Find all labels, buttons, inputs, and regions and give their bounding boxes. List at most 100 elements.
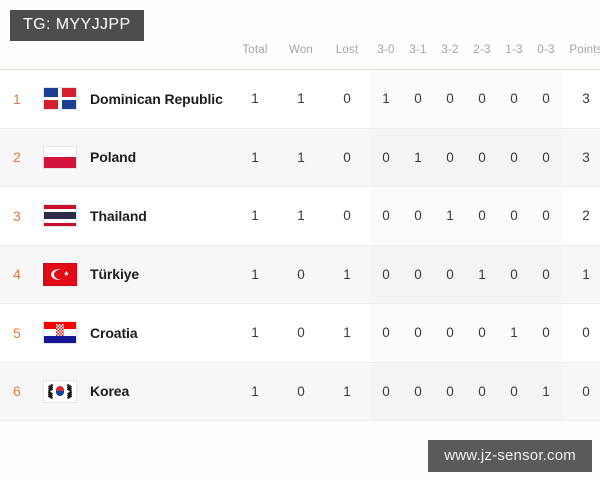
- row-flag: ★: [34, 245, 86, 304]
- column-header-points: Points: [562, 44, 600, 70]
- row-won: 1: [278, 69, 324, 129]
- row-set-3-0: 0: [370, 245, 402, 304]
- row-flag: [34, 362, 86, 421]
- row-won: 1: [278, 186, 324, 246]
- row-set-3-1: 0: [402, 245, 434, 304]
- row-set-3-2: 1: [434, 186, 466, 246]
- row-rank: 4: [0, 245, 34, 304]
- site-watermark: www.jz-sensor.com: [428, 440, 592, 472]
- column-header-flag: [34, 44, 86, 70]
- tg-tag-badge: TG: MYYJJPP: [10, 10, 144, 41]
- column-header-total: Total: [232, 44, 278, 70]
- row-set-2-3: 1: [466, 245, 498, 304]
- row-points: 3: [562, 128, 600, 187]
- row-points: 2: [562, 186, 600, 246]
- row-set-3-2: 0: [434, 245, 466, 304]
- standings-table: Total Won Lost 3-0 3-1 3-2 2-3 1-3 0-3 P…: [0, 44, 600, 421]
- table-row[interactable]: 4 ★ Türkiye 1 0 1 0 0 0 1 0 0 1: [0, 245, 600, 304]
- row-flag: [34, 128, 86, 187]
- row-points: 0: [562, 303, 600, 363]
- standings-table-head: Total Won Lost 3-0 3-1 3-2 2-3 1-3 0-3 P…: [0, 44, 600, 70]
- row-lost: 0: [324, 69, 370, 129]
- row-points: 3: [562, 69, 600, 129]
- flag-turkiye-icon: ★: [43, 262, 77, 286]
- column-header-2-3: 2-3: [466, 44, 498, 70]
- row-set-2-3: 0: [466, 69, 498, 129]
- table-row[interactable]: 2 Poland 1 1 0 0 1 0 0 0 0 3: [0, 128, 600, 187]
- row-rank: 6: [0, 362, 34, 421]
- row-set-0-3: 0: [530, 128, 562, 187]
- row-total: 1: [232, 69, 278, 129]
- row-points: 0: [562, 362, 600, 421]
- table-row[interactable]: 1 Dominican Republic 1 1 0 1 0 0 0 0 0 3: [0, 69, 600, 129]
- table-row[interactable]: 5 Croatia 1 0 1 0 0 0 0 1 0 0: [0, 303, 600, 363]
- row-won: 0: [278, 362, 324, 421]
- row-set-3-2: 0: [434, 128, 466, 187]
- row-team-name: Türkiye: [86, 245, 232, 304]
- column-header-team: [86, 44, 232, 70]
- row-team-name: Croatia: [86, 303, 232, 363]
- row-team-name: Korea: [86, 362, 232, 421]
- table-row[interactable]: 6 Korea 1 0 1 0 0 0 0 0 1 0: [0, 362, 600, 421]
- flag-dominican-republic-icon: [43, 87, 77, 111]
- row-set-1-3: 1: [498, 303, 530, 363]
- column-header-3-0: 3-0: [370, 44, 402, 70]
- row-set-3-1: 0: [402, 362, 434, 421]
- row-won: 0: [278, 245, 324, 304]
- flag-korea-icon: [43, 379, 77, 403]
- row-set-3-1: 0: [402, 69, 434, 129]
- row-points: 1: [562, 245, 600, 304]
- row-rank: 1: [0, 69, 34, 129]
- row-flag: [34, 303, 86, 363]
- column-header-3-1: 3-1: [402, 44, 434, 70]
- row-won: 1: [278, 128, 324, 187]
- row-lost: 1: [324, 362, 370, 421]
- row-total: 1: [232, 245, 278, 304]
- row-set-2-3: 0: [466, 303, 498, 363]
- row-set-0-3: 0: [530, 69, 562, 129]
- row-won: 0: [278, 303, 324, 363]
- row-lost: 1: [324, 245, 370, 304]
- flag-poland-icon: [43, 145, 77, 169]
- row-rank: 5: [0, 303, 34, 363]
- row-set-3-0: 0: [370, 128, 402, 187]
- row-set-3-1: 1: [402, 128, 434, 187]
- table-row[interactable]: 3 Thailand 1 1 0 0 0 1 0 0 0 2: [0, 186, 600, 246]
- row-team-name: Dominican Republic: [86, 69, 232, 129]
- row-flag: [34, 69, 86, 129]
- column-header-3-2: 3-2: [434, 44, 466, 70]
- column-header-1-3: 1-3: [498, 44, 530, 70]
- row-set-3-2: 0: [434, 303, 466, 363]
- row-set-1-3: 0: [498, 245, 530, 304]
- row-rank: 3: [0, 186, 34, 246]
- row-set-2-3: 0: [466, 186, 498, 246]
- row-set-3-2: 0: [434, 362, 466, 421]
- row-set-0-3: 0: [530, 245, 562, 304]
- column-header-rank: [0, 44, 34, 70]
- row-set-0-3: 1: [530, 362, 562, 421]
- row-set-3-0: 0: [370, 186, 402, 246]
- row-set-3-0: 0: [370, 362, 402, 421]
- row-set-3-1: 0: [402, 303, 434, 363]
- row-set-0-3: 0: [530, 303, 562, 363]
- row-set-1-3: 0: [498, 128, 530, 187]
- row-lost: 1: [324, 303, 370, 363]
- row-set-3-0: 0: [370, 303, 402, 363]
- flag-thailand-icon: [43, 204, 77, 228]
- row-team-name: Thailand: [86, 186, 232, 246]
- row-set-2-3: 0: [466, 362, 498, 421]
- standings-table-body: 1 Dominican Republic 1 1 0 1 0 0 0 0 0 3 2 Poland 1 1 0 0…: [0, 69, 600, 421]
- row-total: 1: [232, 128, 278, 187]
- column-header-0-3: 0-3: [530, 44, 562, 70]
- row-flag: [34, 186, 86, 246]
- row-set-3-2: 0: [434, 69, 466, 129]
- column-header-lost: Lost: [324, 44, 370, 70]
- row-set-2-3: 0: [466, 128, 498, 187]
- row-set-1-3: 0: [498, 362, 530, 421]
- row-total: 1: [232, 186, 278, 246]
- row-set-1-3: 0: [498, 186, 530, 246]
- column-header-won: Won: [278, 44, 324, 70]
- row-set-0-3: 0: [530, 186, 562, 246]
- row-total: 1: [232, 303, 278, 363]
- row-rank: 2: [0, 128, 34, 187]
